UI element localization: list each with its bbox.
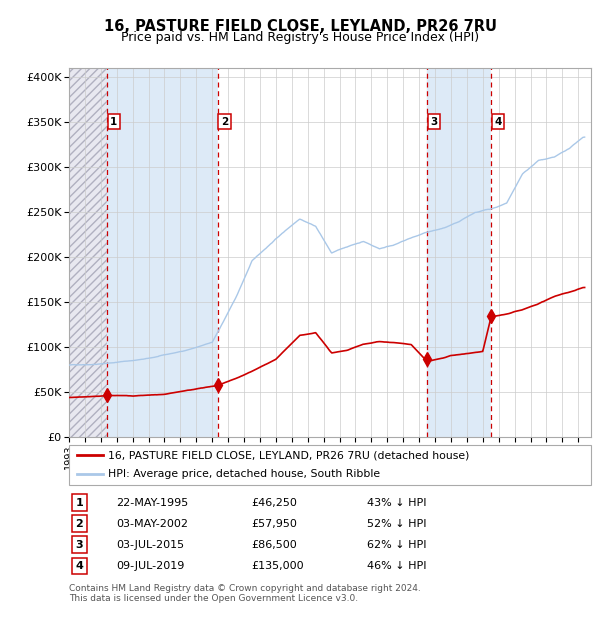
Text: £57,950: £57,950 [252,519,298,529]
Text: 4: 4 [494,117,502,126]
Text: 16, PASTURE FIELD CLOSE, LEYLAND, PR26 7RU: 16, PASTURE FIELD CLOSE, LEYLAND, PR26 7… [104,19,497,33]
Text: 4: 4 [76,561,83,571]
Text: £86,500: £86,500 [252,540,298,550]
Text: 1: 1 [76,498,83,508]
Text: 2: 2 [221,117,228,126]
Bar [427,68,491,437]
Text: 03-JUL-2015: 03-JUL-2015 [116,540,184,550]
Text: 03-MAY-2002: 03-MAY-2002 [116,519,188,529]
Text: 2: 2 [76,519,83,529]
Text: 3: 3 [76,540,83,550]
Text: £46,250: £46,250 [252,498,298,508]
Text: 46% ↓ HPI: 46% ↓ HPI [367,561,426,571]
Bar [69,68,107,437]
Text: HPI: Average price, detached house, South Ribble: HPI: Average price, detached house, Sout… [108,469,380,479]
Text: 3: 3 [430,117,437,126]
Text: 52% ↓ HPI: 52% ↓ HPI [367,519,426,529]
Bar [107,68,218,437]
Text: 22-MAY-1995: 22-MAY-1995 [116,498,188,508]
Text: 62% ↓ HPI: 62% ↓ HPI [367,540,426,550]
Text: 16, PASTURE FIELD CLOSE, LEYLAND, PR26 7RU (detached house): 16, PASTURE FIELD CLOSE, LEYLAND, PR26 7… [108,450,470,461]
Text: 09-JUL-2019: 09-JUL-2019 [116,561,184,571]
Text: Contains HM Land Registry data © Crown copyright and database right 2024.
This d: Contains HM Land Registry data © Crown c… [69,584,421,603]
FancyBboxPatch shape [69,445,591,485]
Bar [491,68,591,437]
Text: £135,000: £135,000 [252,561,304,571]
Text: Price paid vs. HM Land Registry's House Price Index (HPI): Price paid vs. HM Land Registry's House … [121,31,479,44]
Text: 43% ↓ HPI: 43% ↓ HPI [367,498,426,508]
Bar [69,68,107,437]
Bar [218,68,427,437]
Text: 1: 1 [110,117,118,126]
